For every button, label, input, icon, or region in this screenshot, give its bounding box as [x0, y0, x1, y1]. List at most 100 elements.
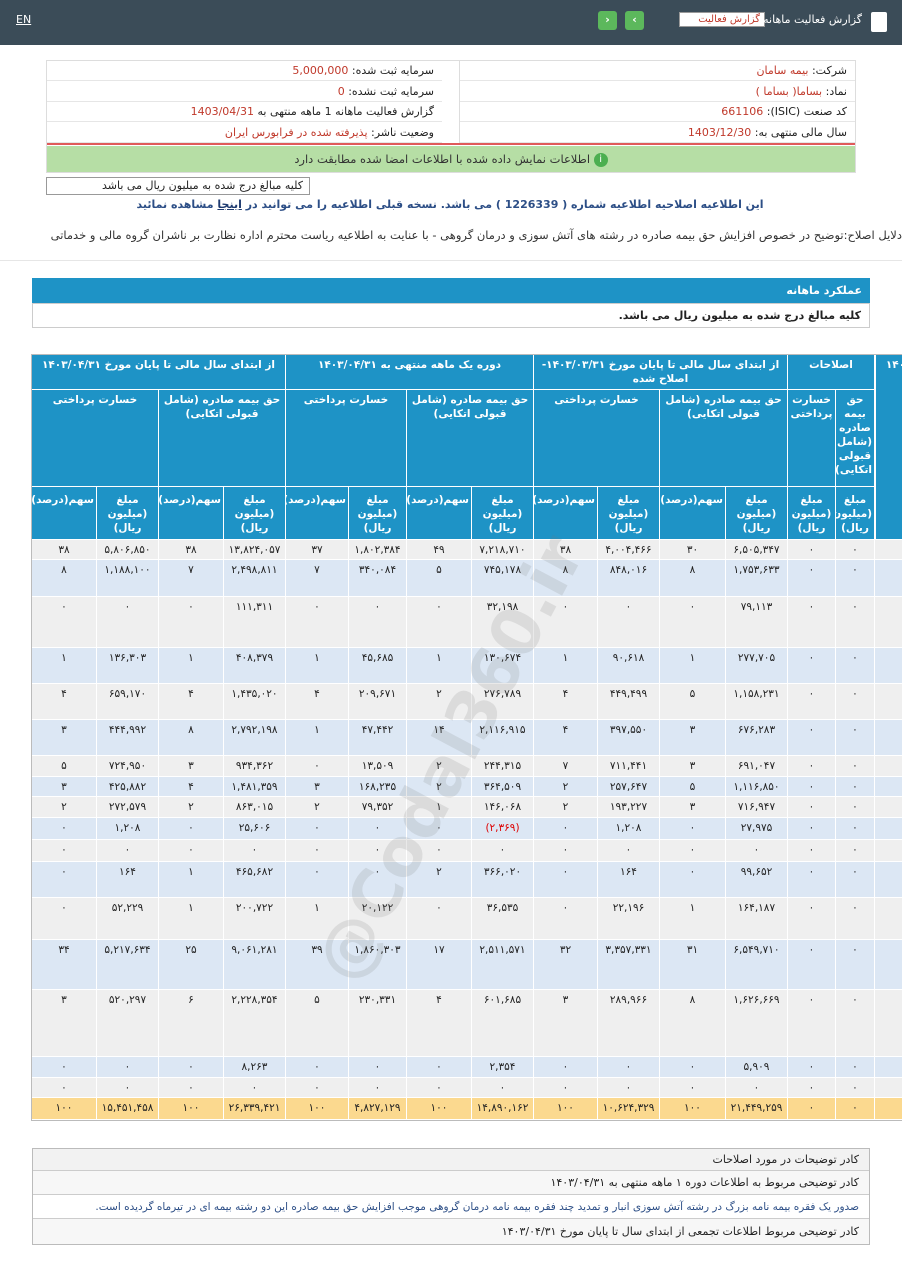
table-cell: ۰	[286, 1057, 349, 1078]
table-cell: ۳	[534, 990, 598, 1057]
table-cell: ۲	[407, 862, 472, 898]
language-link[interactable]: EN	[16, 13, 32, 26]
table-cell: ۰	[97, 1078, 159, 1098]
table-row	[32, 560, 902, 597]
table-cell: ۰	[836, 777, 875, 797]
table-cell: ۵	[660, 684, 726, 720]
table-cell: ۰	[32, 1078, 97, 1098]
table-cell: ۶,۵۴۹,۷۱۰	[726, 940, 788, 990]
table-cell: ۰	[836, 840, 875, 862]
table-cell: ۱	[159, 648, 224, 684]
table-cell: ۱	[660, 648, 726, 684]
table-cell: ۱,۱۱۶,۸۵۰	[726, 777, 788, 797]
table-cell: ۳۸	[159, 540, 224, 560]
table-cell: ۳	[32, 990, 97, 1057]
info-label: سرمایه ثبت شده:	[351, 64, 434, 77]
notes-box: کادر توضیحات در مورد اصلاحات کادر توضیحی…	[32, 1148, 870, 1245]
table-cell: ۴,۰۰۴,۴۶۶	[598, 540, 660, 560]
column-header: مبلغ (میلیون ریال)	[836, 487, 875, 540]
column-header: مبلغ (میلیون ریال)	[349, 487, 407, 540]
table-cell: ۷۲۴,۹۵۰	[97, 756, 159, 777]
info-value: 5,000,000	[292, 64, 349, 77]
table-cell: ۰	[349, 818, 407, 840]
table-cell: ۰	[534, 1057, 598, 1078]
table-cell: ۱۴,۸۹۰,۱۶۲	[472, 1098, 534, 1120]
table-cell: ۰	[788, 862, 836, 898]
table-cell: ۲	[159, 797, 224, 818]
report-select[interactable]: گزارش فعالیت	[679, 12, 765, 27]
table-cell: ۱,۸۶۰,۳۰۳	[349, 940, 407, 990]
table-cell: ۰	[788, 1078, 836, 1098]
table-cell: ۶۷۶,۲۸۳	[726, 720, 788, 756]
table-cell: ۸	[660, 990, 726, 1057]
table-cell: ۰	[660, 1057, 726, 1078]
table-cell: ۱۳۶,۳۰۳	[97, 648, 159, 684]
table-cell: ۰	[598, 1057, 660, 1078]
table-cell: ۸,۲۶۳	[224, 1057, 286, 1078]
table-cell: ۰	[159, 840, 224, 862]
table-cell: ۶۰۱,۶۸۵	[472, 990, 534, 1057]
table-cell: ۰	[407, 818, 472, 840]
table-cell: ۰	[788, 684, 836, 720]
sub-header: حق بیمه صادره (شامل قبولی اتکایی)	[660, 390, 788, 487]
table-cell: ۰	[660, 840, 726, 862]
table-cell: ۲	[286, 797, 349, 818]
table-cell: ۰	[534, 1078, 598, 1098]
next-button[interactable]: ›	[598, 11, 617, 30]
info-label: شرکت:	[811, 64, 847, 77]
column-header: سهم(درصد)	[159, 487, 224, 540]
notes-item: صدور یک فقره بیمه نامه بزرگ در رشته آتش …	[33, 1195, 869, 1219]
table-cell: ۰	[286, 862, 349, 898]
table-cell: ۰	[534, 818, 598, 840]
table-cell: ۰	[32, 898, 97, 940]
table-cell: ۷	[534, 756, 598, 777]
table-cell: ۴۷,۴۴۲	[349, 720, 407, 756]
table-cell: ۲	[407, 777, 472, 797]
sub-header: حق بیمه صادره (شامل قبولی اتکایی)	[407, 390, 534, 487]
table-cell: ۱۷	[407, 940, 472, 990]
table-cell: ۶	[159, 990, 224, 1057]
table-cell: ۱	[32, 648, 97, 684]
info-label: گزارش فعالیت ماهانه 1 ماهه منتهی به	[257, 105, 434, 118]
table-cell: ۱۰۰	[407, 1098, 472, 1120]
report-table: ۱۴۰اصلاحاتاز ابتدای سال مالی تا پایان مو…	[31, 354, 902, 1121]
info-rule	[47, 143, 855, 145]
info-label: وضعیت ناشر:	[371, 125, 434, 139]
info-row: سرمایه ثبت نشده: 0	[47, 82, 442, 102]
table-cell: ۱۳,۸۲۴,۰۵۷	[224, 540, 286, 560]
table-cell: ۳۴	[32, 940, 97, 990]
info-value: 1403/04/31	[190, 105, 254, 118]
unit-note: کلیه مبالغ درج شده به میلیون ریال می باش…	[46, 177, 310, 195]
column-header: سهم(درصد)	[286, 487, 349, 540]
table-cell: ۰	[788, 756, 836, 777]
table-row	[32, 720, 902, 756]
table-cell: ۰	[788, 648, 836, 684]
table-cell: ۶۵۹,۱۷۰	[97, 684, 159, 720]
table-cell: ۳۰	[660, 540, 726, 560]
table-cell: (۲,۳۶۹)	[472, 818, 534, 840]
table-cell: ۱۰۰	[32, 1098, 97, 1120]
table-cell: ۲,۴۹۸,۸۱۱	[224, 560, 286, 597]
table-cell: ۳۶۶,۰۲۰	[472, 862, 534, 898]
table-cell: ۱۰۰	[159, 1098, 224, 1120]
table-cell: ۴۵,۶۸۵	[349, 648, 407, 684]
table-cell: ۰	[726, 840, 788, 862]
info-divider	[459, 61, 460, 143]
table-cell: ۰	[534, 840, 598, 862]
table-cell: ۱,۶۲۶,۶۶۹	[726, 990, 788, 1057]
prev-button[interactable]: ‹	[625, 11, 644, 30]
table-cell: ۴	[159, 684, 224, 720]
table-cell: ۰	[836, 1057, 875, 1078]
table-cell: ۰	[726, 1078, 788, 1098]
table-cell: ۱۱۱,۳۱۱	[224, 597, 286, 648]
table-cell: ۲۴۴,۳۱۵	[472, 756, 534, 777]
table-cell: ۲۰,۱۲۲	[349, 898, 407, 940]
table-cell: ۰	[788, 990, 836, 1057]
verified-text: اطلاعات نمایش داده شده با اطلاعات امضا ش…	[294, 152, 591, 166]
table-cell: ۳۸	[32, 540, 97, 560]
table-cell: ۴۶۵,۶۸۲	[224, 862, 286, 898]
info-value: بساما( بساما )	[755, 84, 823, 98]
info-label: سال مالی منتهی به:	[754, 125, 847, 139]
amendment-link[interactable]: اینجا	[217, 198, 242, 211]
info-row: سال مالی منتهی به: 1403/12/30	[460, 123, 855, 143]
